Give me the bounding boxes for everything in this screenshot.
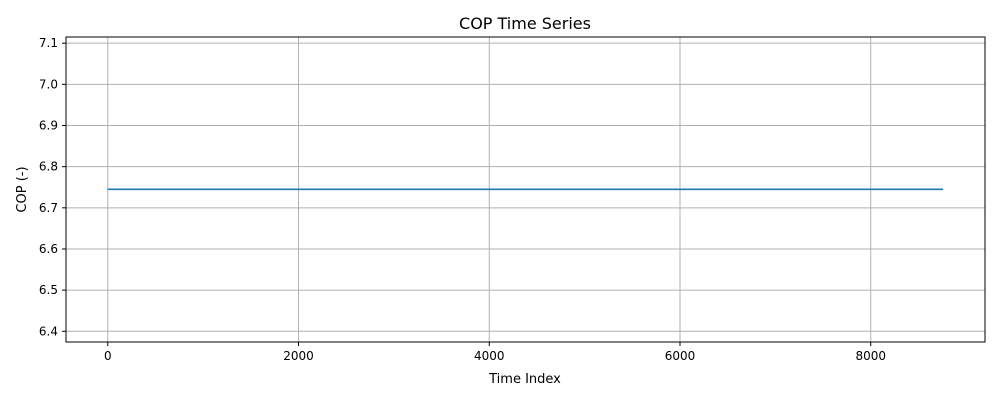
- y-tick-label: 6.6: [39, 242, 58, 256]
- x-tick-label: 6000: [665, 349, 696, 363]
- x-tick-label: 0: [104, 349, 112, 363]
- x-axis-label: Time Index: [488, 372, 561, 387]
- x-tick-label: 4000: [474, 349, 505, 363]
- y-tick-label: 6.8: [39, 160, 58, 174]
- y-axis-label: COP (-): [15, 166, 30, 212]
- y-tick-label: 6.4: [39, 324, 58, 338]
- x-axis: 0 2000 4000 6000 8000: [104, 342, 886, 363]
- chart-title: COP Time Series: [459, 14, 591, 33]
- y-tick-label: 7.0: [39, 77, 58, 91]
- y-tick-label: 6.5: [39, 283, 58, 297]
- y-axis: 6.4 6.5 6.6 6.7 6.8 6.9 7.0 7.1: [39, 36, 66, 338]
- x-tick-label: 8000: [855, 349, 886, 363]
- x-tick-label: 2000: [283, 349, 314, 363]
- y-tick-label: 7.1: [39, 36, 58, 50]
- y-tick-label: 6.9: [39, 118, 58, 132]
- plot-frame: [65, 36, 986, 343]
- y-tick-label: 6.7: [39, 201, 58, 215]
- grid: [66, 37, 985, 342]
